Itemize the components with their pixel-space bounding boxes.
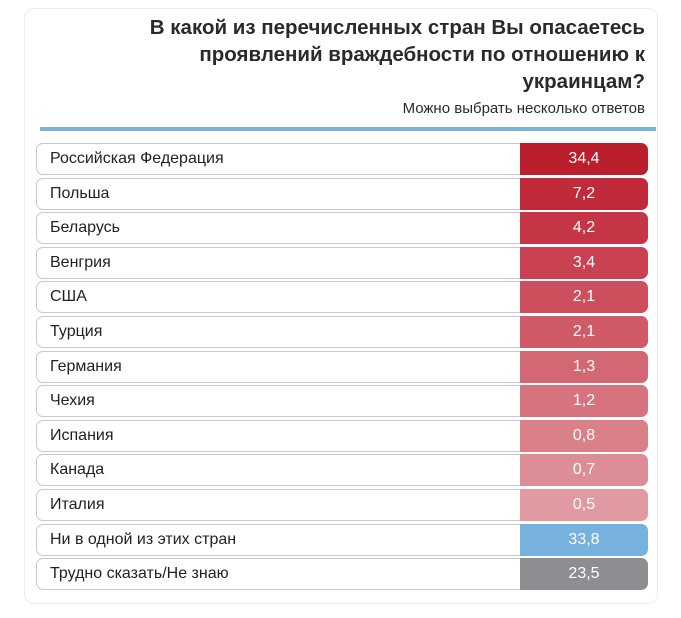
row-label: Германия — [50, 357, 122, 375]
table-row: Турция 2,1 — [36, 315, 648, 348]
row-label: США — [50, 288, 87, 306]
row-label: Российская Федерация — [50, 150, 224, 167]
table-row: Канада 0,7 — [36, 454, 648, 487]
row-label: Беларусь — [50, 219, 120, 237]
value-cell: 7,2 — [520, 177, 648, 210]
title-divider — [40, 127, 656, 131]
row-label: Польша — [50, 184, 110, 202]
value-cell: 4,2 — [520, 212, 648, 245]
value-cell: 2,1 — [520, 281, 648, 314]
value-cell: 3,4 — [520, 246, 648, 279]
results-table: Российская Федерация 34,4 Польша 7,2 Беларус… — [36, 143, 648, 593]
value-cell: 34,4 — [520, 143, 648, 175]
table-row: Ни в одной из этих стран 33,8 — [36, 523, 648, 556]
row-label: Венгрия — [50, 253, 111, 271]
value-cell: 1,2 — [520, 385, 648, 418]
value-cell: 0,7 — [520, 454, 648, 487]
table-row: Италия 0,5 — [36, 488, 648, 521]
table-row: Трудно сказать/Не знаю 23,5 — [36, 558, 648, 591]
chart-subtitle: Можно выбрать несколько ответов — [402, 100, 645, 117]
table-row: Российская Федерация 34,4 — [36, 143, 648, 175]
row-label: Канада — [50, 461, 105, 479]
row-label: Ни в одной из этих стран — [50, 530, 237, 548]
row-label: Испания — [50, 426, 114, 444]
row-label: Турция — [50, 322, 103, 340]
value-cell: 0,8 — [520, 419, 648, 452]
value-cell: 0,5 — [520, 488, 648, 521]
table-row: Польша 7,2 — [36, 177, 648, 210]
row-label: Италия — [50, 495, 105, 513]
table-row: Германия 1,3 — [36, 350, 648, 383]
table-row: Чехия 1,2 — [36, 385, 648, 418]
row-label: Чехия — [50, 392, 95, 410]
chart-title: В какой из перечисленных стран Вы опасае… — [149, 16, 645, 93]
table-row: Венгрия 3,4 — [36, 246, 648, 279]
table-row: США 2,1 — [36, 281, 648, 314]
value-cell: 1,3 — [520, 350, 648, 383]
value-cell: 33,8 — [520, 523, 648, 556]
table-row: Беларусь 4,2 — [36, 212, 648, 245]
row-label: Трудно сказать/Не знаю — [50, 565, 229, 583]
value-cell: 2,1 — [520, 315, 648, 348]
table-row: Испания 0,8 — [36, 419, 648, 452]
value-cell: 23,5 — [520, 558, 648, 591]
